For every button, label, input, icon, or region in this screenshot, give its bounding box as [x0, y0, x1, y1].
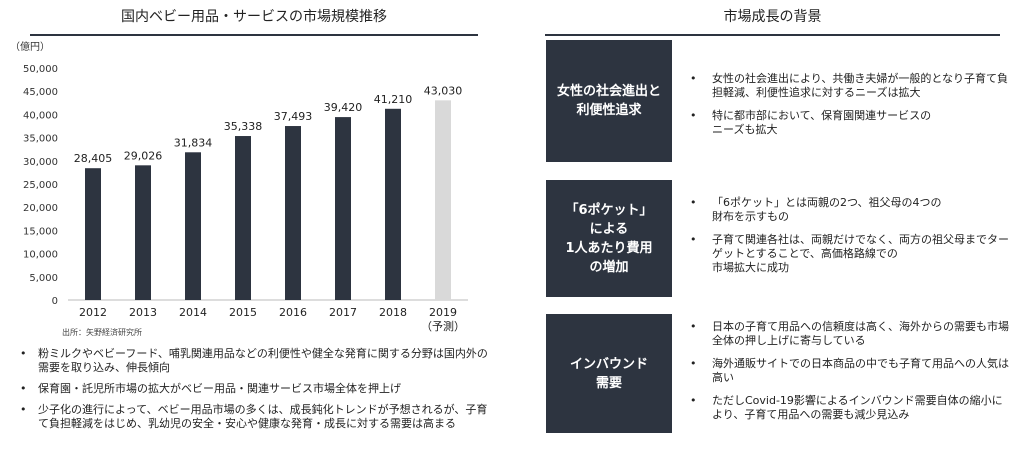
- bar: [335, 117, 351, 300]
- data-label: 29,026: [124, 149, 163, 162]
- data-label: 28,405: [74, 152, 113, 165]
- factor-point: 特に都市部において、保育園関連サービスの ニーズも拡大: [690, 109, 1010, 137]
- x-tick-label: 2016: [279, 306, 307, 319]
- chart-notes: 粉ミルクやベビーフード、哺乳関連用品などの利便性や健全な発育に関する分野は国内外…: [18, 347, 488, 438]
- title-divider: [30, 34, 478, 36]
- x-tick-sublabel: （予測）: [421, 319, 465, 333]
- y-tick-label: 30,000: [23, 157, 58, 168]
- y-tick-label: 40,000: [23, 110, 58, 121]
- bar: [135, 165, 151, 300]
- x-tick-label: 2013: [129, 306, 157, 319]
- chart-title: 国内ベビー用品・サービスの市場規模推移: [121, 9, 387, 25]
- factor-points-six-pockets: 「6ポケット」とは両親の2つ、祖父母の4つの 財布を示すもの 子育て関連各社は、…: [690, 196, 1010, 284]
- x-tick-label: 2015: [229, 306, 257, 319]
- data-label: 31,834: [174, 136, 213, 149]
- data-label: 43,030: [424, 84, 463, 97]
- factor-box-women: 女性の社会進出と 利便性追求: [546, 40, 672, 162]
- factor-point: 海外通販サイトでの日本商品の中でも子育て用品への人気は高い: [690, 357, 1010, 385]
- data-label: 35,338: [224, 120, 263, 133]
- bar: [235, 136, 251, 300]
- y-tick-label: 25,000: [23, 180, 58, 191]
- bar: [185, 152, 201, 300]
- y-tick-label: 10,000: [23, 250, 58, 261]
- factor-point: 日本の子育て用品への信頼度は高く、海外からの需要も市場全体の押し上げに寄与してい…: [690, 320, 1010, 348]
- y-axis-label: （億円）: [10, 40, 50, 53]
- factor-point: 女性の社会進出により、共働き夫婦が一般的となり子育て負担軽減、利便性追求に対する…: [690, 72, 1010, 100]
- market-size-bar-chart: （億円） 0 5,000 10,000 15,000 20,000 25,000 30,000…: [10, 40, 468, 333]
- y-tick-label: 50,000: [23, 64, 58, 75]
- factor-point: 「6ポケット」とは両親の2つ、祖父母の4つの 財布を示すもの: [690, 196, 1010, 224]
- factor-label: インバウンド 需要: [569, 356, 648, 391]
- factor-box-inbound: インバウンド 需要: [546, 314, 672, 433]
- factor-point: 子育て関連各社は、両親だけでなく、両方の祖父母までターゲットとすることで、高価格…: [690, 233, 1010, 275]
- factor-label: 「6ポケット」 による 1人あたり費用 の増加: [565, 202, 653, 275]
- bar: [285, 126, 301, 301]
- x-tick-label: 2018: [379, 306, 407, 319]
- section-divider: [545, 34, 1000, 36]
- bar: [435, 100, 451, 301]
- y-tick-label: 20,000: [23, 203, 58, 214]
- y-tick-label: 15,000: [23, 226, 58, 237]
- factor-points-inbound: 日本の子育て用品への信頼度は高く、海外からの需要も市場全体の押し上げに寄与してい…: [690, 320, 1010, 431]
- x-tick-label: 2014: [179, 306, 207, 319]
- y-tick-label: 0: [52, 296, 58, 307]
- data-label: 37,493: [274, 110, 313, 123]
- section-title: 市場成長の背景: [723, 9, 822, 25]
- data-label: 41,210: [374, 93, 413, 106]
- y-tick-label: 5,000: [29, 273, 58, 284]
- data-label: 39,420: [324, 101, 363, 114]
- note-item: 保育園・託児所市場の拡大がベビー用品・関連サービス市場全体を押上げ: [18, 382, 488, 396]
- x-tick-label: 2017: [329, 306, 357, 319]
- source-note: 出所：矢野経済研究所: [62, 328, 142, 337]
- factor-points-women: 女性の社会進出により、共働き夫婦が一般的となり子育て負担軽減、利便性追求に対する…: [690, 72, 1010, 146]
- x-tick-label: 2019: [429, 306, 457, 319]
- note-item: 少子化の進行によって、ベビー用品市場の多くは、成長鈍化トレンドが予想されるが、子…: [18, 403, 488, 431]
- x-tick-label: 2012: [79, 306, 107, 319]
- y-tick-label: 45,000: [23, 87, 58, 98]
- note-item: 粉ミルクやベビーフード、哺乳関連用品などの利便性や健全な発育に関する分野は国内外…: [18, 347, 488, 375]
- y-tick-label: 35,000: [23, 134, 58, 145]
- factor-label: 女性の社会進出と 利便性追求: [556, 84, 661, 118]
- bar: [385, 108, 401, 300]
- factor-box-six-pockets: 「6ポケット」 による 1人あたり費用 の増加: [546, 180, 672, 297]
- bar: [85, 168, 101, 300]
- factor-point: ただしCovid-19影響によるインバウンド需要自体の縮小により、子育て用品への…: [690, 394, 1010, 422]
